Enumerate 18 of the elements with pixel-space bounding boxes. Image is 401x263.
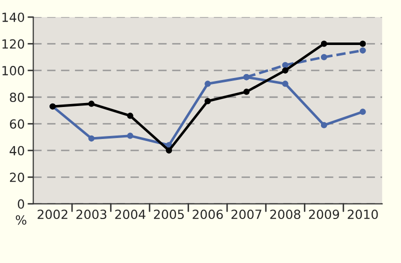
y-tick-label: 80	[10, 92, 24, 102]
y-tick-label: 40	[10, 146, 24, 156]
x-tick-label: 2008	[270, 210, 300, 220]
y-tick-label: 60	[10, 119, 24, 129]
x-tick-label: 2003	[76, 210, 106, 220]
y-tick-label: 140	[2, 12, 24, 22]
y-tick-label: 0	[18, 199, 24, 209]
y-axis-title: %	[16, 215, 26, 225]
y-tick-label: 20	[10, 172, 24, 182]
x-tick-label: 2006	[192, 210, 223, 220]
x-tick-label: 2010	[348, 210, 378, 220]
x-tick-label: 2009	[309, 210, 340, 220]
x-tick-label: 2007	[231, 210, 262, 220]
y-tick-label: 100	[2, 66, 24, 76]
x-tick-label: 2004	[115, 210, 146, 220]
x-tick-label: 2005	[154, 210, 184, 220]
x-tick-label: 2002	[38, 210, 68, 220]
y-tick-label: 120	[2, 39, 24, 49]
